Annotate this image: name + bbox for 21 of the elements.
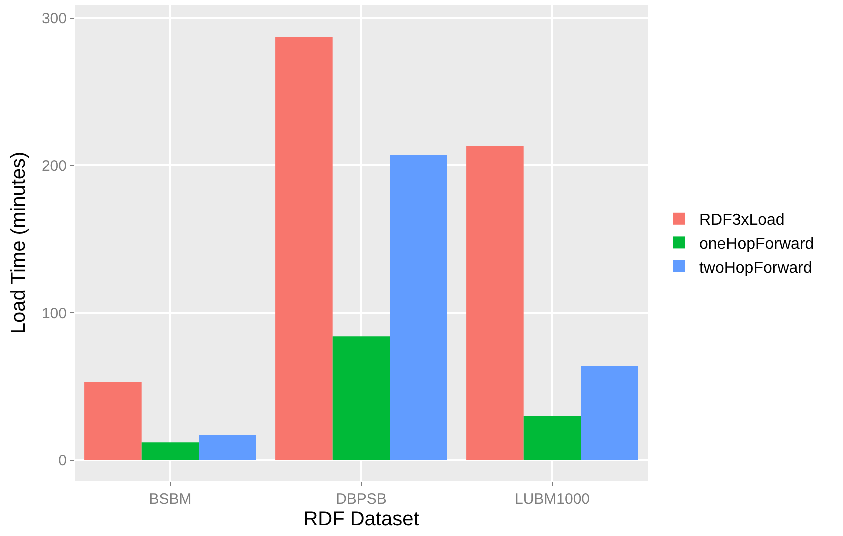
legend-label: oneHopForward (699, 236, 814, 253)
y-axis-title: Load Time (minutes) (8, 152, 30, 334)
bar (524, 416, 582, 460)
legend-label: RDF3xLoad (699, 212, 785, 230)
y-tick-label: 100 (42, 305, 67, 322)
bar (332, 336, 390, 460)
y-tick-label: 0 (58, 452, 67, 470)
x-axis-title: RDF Dataset (304, 508, 420, 530)
y-tick-label: 200 (42, 158, 67, 175)
bar (466, 146, 524, 460)
bar (142, 442, 200, 460)
bar (390, 155, 448, 460)
bar (276, 37, 333, 460)
legend-label: twoHopForward (699, 260, 812, 277)
x-tick-label: LUBM1000 (514, 491, 590, 508)
bar (84, 382, 142, 460)
x-tick-label: BSBM (149, 491, 192, 508)
y-tick-label: 300 (42, 10, 67, 28)
bar (581, 366, 638, 460)
x-tick-label: DBPSB (336, 491, 387, 508)
bar (199, 435, 256, 460)
